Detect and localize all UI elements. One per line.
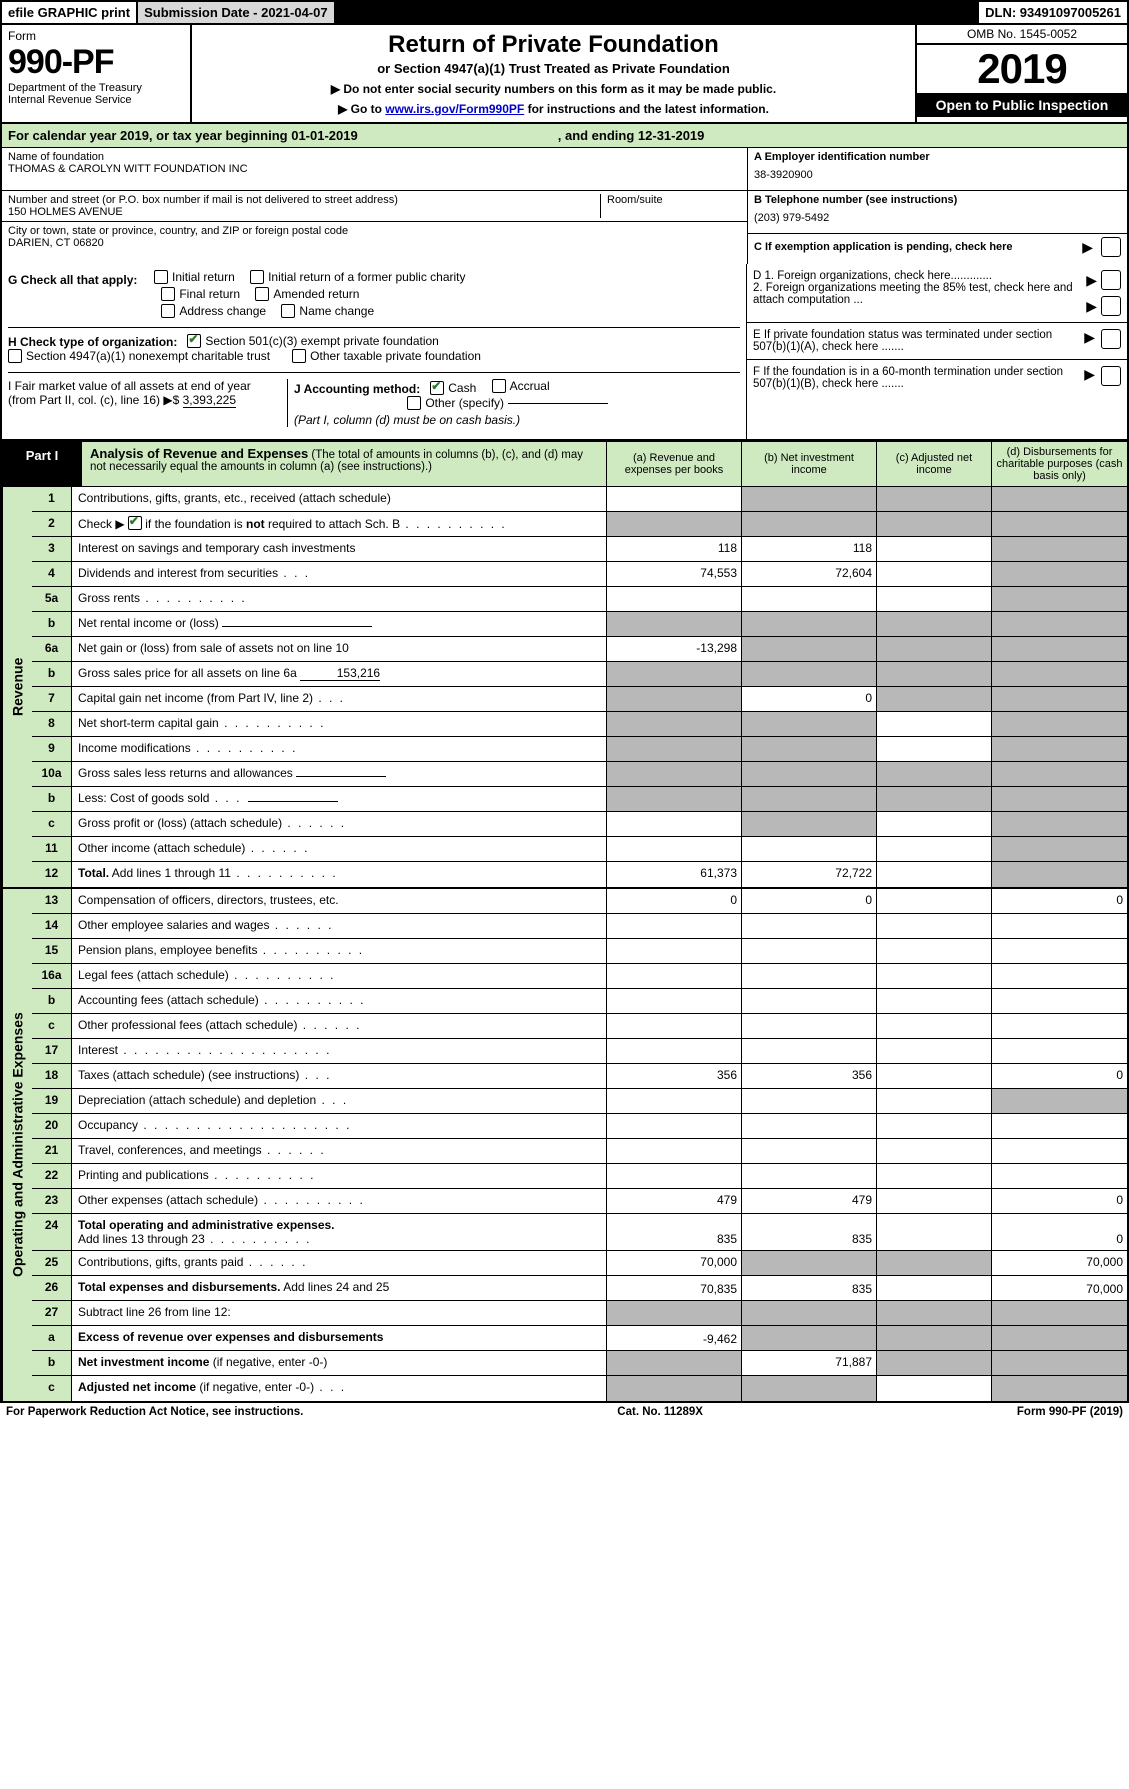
col-a-header: (a) Revenue and expenses per books [607, 442, 742, 486]
name-cell: Name of foundation THOMAS & CAROLYN WITT… [2, 148, 747, 191]
form-header: Form 990-PF Department of the Treasury I… [0, 25, 1129, 124]
entity-left: Name of foundation THOMAS & CAROLYN WITT… [2, 148, 747, 264]
fmv-value: 3,393,225 [183, 393, 236, 408]
cal-end: , and ending 12-31-2019 [558, 128, 705, 143]
expenses-side-label: Operating and Administrative Expenses [2, 889, 32, 1401]
street-address: 150 HOLMES AVENUE [8, 206, 594, 218]
address-change-checkbox[interactable] [161, 304, 175, 318]
form-label: Form [8, 29, 184, 43]
d2-checkbox[interactable] [1101, 296, 1121, 316]
col-b-header: (b) Net investment income [742, 442, 877, 486]
foundation-name: THOMAS & CAROLYN WITT FOUNDATION INC [8, 163, 741, 175]
efile-label: efile GRAPHIC print [2, 2, 138, 23]
d1-checkbox[interactable] [1101, 270, 1121, 290]
submission-date: Submission Date - 2021-04-07 [138, 2, 336, 23]
city-cell: City or town, state or province, country… [2, 222, 747, 264]
cal-begin: For calendar year 2019, or tax year begi… [8, 128, 358, 143]
other-method-checkbox[interactable] [407, 396, 421, 410]
ein-cell: A Employer identification number 38-3920… [748, 148, 1127, 191]
exempt-checkbox[interactable] [1101, 237, 1121, 257]
section-4947-checkbox[interactable] [8, 349, 22, 363]
entity-row: Name of foundation THOMAS & CAROLYN WITT… [0, 148, 1129, 264]
h-row: H Check type of organization: Section 50… [8, 327, 740, 366]
revenue-side-label: Revenue [2, 487, 32, 887]
expenses-table: Operating and Administrative Expenses 13… [0, 889, 1129, 1403]
form-title: Return of Private Foundation [200, 31, 907, 59]
calendar-year-row: For calendar year 2019, or tax year begi… [0, 124, 1129, 148]
form-number: 990-PF [8, 43, 184, 82]
info-right: D 1. Foreign organizations, check here..… [747, 264, 1127, 439]
note-1: ▶ Do not enter social security numbers o… [200, 82, 907, 96]
year-block: OMB No. 1545-0052 2019 Open to Public In… [917, 25, 1127, 122]
arrow-icon: ▶ [1082, 239, 1093, 256]
col-c-header: (c) Adjusted net income [877, 442, 992, 486]
form-subtitle: or Section 4947(a)(1) Trust Treated as P… [200, 61, 907, 76]
f-checkbox[interactable] [1101, 366, 1121, 386]
ein-value: 38-3920900 [754, 163, 1121, 187]
info-box: G Check all that apply: Initial return I… [0, 264, 1129, 440]
irs-label: Internal Revenue Service [8, 94, 184, 106]
cash-method-checkbox[interactable] [430, 381, 444, 395]
topbar-spacer [336, 2, 980, 23]
note-2: ▶ Go to www.irs.gov/Form990PF for instru… [200, 102, 907, 116]
exempt-cell: C If exemption application is pending, c… [748, 234, 1127, 260]
other-taxable-checkbox[interactable] [292, 349, 306, 363]
arrow-icon: ▶ [1084, 366, 1095, 383]
page-footer: For Paperwork Reduction Act Notice, see … [0, 1403, 1129, 1421]
revenue-table: Revenue 1Contributions, gifts, grants, e… [0, 487, 1129, 889]
dept-label: Department of the Treasury [8, 82, 184, 94]
entity-right: A Employer identification number 38-3920… [747, 148, 1127, 264]
phone-cell: B Telephone number (see instructions) (2… [748, 191, 1127, 234]
arrow-icon: ▶ [1086, 298, 1097, 315]
e-checkbox[interactable] [1101, 329, 1121, 349]
name-change-checkbox[interactable] [281, 304, 295, 318]
omb-number: OMB No. 1545-0052 [917, 25, 1127, 45]
d1-row: D 1. Foreign organizations, check here..… [747, 264, 1127, 323]
i-j-row: I Fair market value of all assets at end… [8, 372, 740, 427]
sch-b-checkbox[interactable] [128, 516, 142, 530]
arrow-icon: ▶ [1084, 329, 1095, 346]
initial-return-checkbox[interactable] [154, 270, 168, 284]
e-row: E If private foundation status was termi… [747, 323, 1127, 360]
tax-year: 2019 [917, 45, 1127, 93]
col-d-header: (d) Disbursements for charitable purpose… [992, 442, 1127, 486]
top-bar: efile GRAPHIC print Submission Date - 20… [0, 0, 1129, 25]
part1-desc: Analysis of Revenue and Expenses (The to… [82, 442, 607, 486]
form-ref: Form 990-PF (2019) [1017, 1406, 1123, 1418]
title-block: Return of Private Foundation or Section … [192, 25, 917, 122]
info-left: G Check all that apply: Initial return I… [2, 264, 747, 439]
section-501c3-checkbox[interactable] [187, 334, 201, 348]
dln: DLN: 93491097005261 [979, 2, 1127, 23]
city-state-zip: DARIEN, CT 06820 [8, 237, 741, 249]
initial-former-checkbox[interactable] [250, 270, 264, 284]
address-cell: Number and street (or P.O. box number if… [2, 191, 747, 222]
paperwork-notice: For Paperwork Reduction Act Notice, see … [6, 1406, 303, 1418]
final-return-checkbox[interactable] [161, 287, 175, 301]
form-number-block: Form 990-PF Department of the Treasury I… [2, 25, 192, 122]
part1-tab: Part I [2, 442, 82, 486]
catalog-number: Cat. No. 11289X [617, 1406, 703, 1418]
f-row: F If the foundation is in a 60-month ter… [747, 360, 1127, 396]
part1-header: Part I Analysis of Revenue and Expenses … [0, 440, 1129, 487]
arrow-icon: ▶ [1086, 272, 1097, 289]
accrual-method-checkbox[interactable] [492, 379, 506, 393]
phone-value: (203) 979-5492 [754, 206, 1121, 230]
room-suite-label: Room/suite [607, 194, 741, 206]
open-inspection: Open to Public Inspection [917, 93, 1127, 117]
irs-link[interactable]: www.irs.gov/Form990PF [385, 102, 524, 116]
amended-return-checkbox[interactable] [255, 287, 269, 301]
g-row: G Check all that apply: Initial return I… [8, 270, 740, 321]
